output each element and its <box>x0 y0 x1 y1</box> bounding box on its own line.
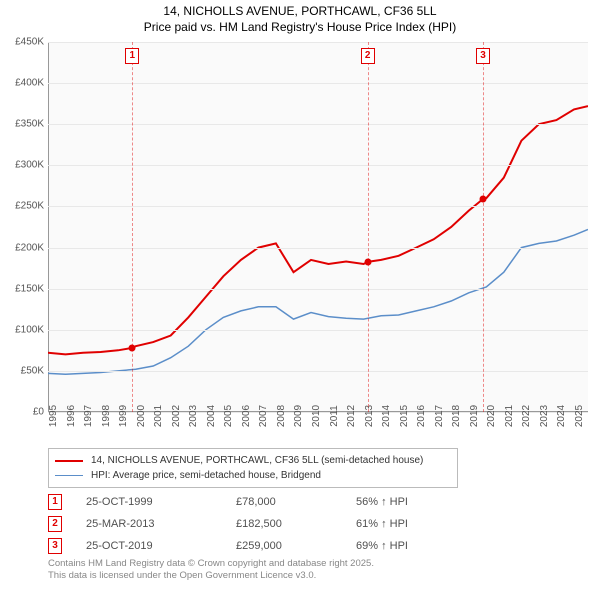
gridline-h <box>48 289 588 290</box>
sales-table: 1 25-OCT-1999 £78,000 56% ↑ HPI 2 25-MAR… <box>48 494 568 560</box>
sale-row: 1 25-OCT-1999 £78,000 56% ↑ HPI <box>48 494 568 510</box>
chart-area: £0£50K£100K£150K£200K£250K£300K£350K£400… <box>48 42 588 412</box>
title-line-2: Price paid vs. HM Land Registry's House … <box>0 20 600 36</box>
x-tick-label: 2017 <box>434 405 445 427</box>
x-tick-label: 2000 <box>136 405 147 427</box>
sale-marker-box: 2 <box>361 48 375 64</box>
sale-dot <box>129 344 136 351</box>
legend-item: HPI: Average price, semi-detached house,… <box>55 468 451 483</box>
y-tick-label: £350K <box>15 119 44 130</box>
sale-marker-icon: 2 <box>48 516 62 532</box>
footer-line-1: Contains HM Land Registry data © Crown c… <box>48 558 568 570</box>
gridline-h <box>48 165 588 166</box>
gridline-h <box>48 330 588 331</box>
sale-row: 2 25-MAR-2013 £182,500 61% ↑ HPI <box>48 516 568 532</box>
y-tick-label: £300K <box>15 160 44 171</box>
x-tick-label: 2025 <box>574 405 585 427</box>
legend-item: 14, NICHOLLS AVENUE, PORTHCAWL, CF36 5LL… <box>55 453 451 468</box>
x-tick-label: 2014 <box>381 405 392 427</box>
gridline-h <box>48 42 588 43</box>
x-tick-label: 2005 <box>223 405 234 427</box>
title-line-1: 14, NICHOLLS AVENUE, PORTHCAWL, CF36 5LL <box>0 4 600 20</box>
sale-marker-box: 3 <box>476 48 490 64</box>
series-line-hpi <box>48 230 588 375</box>
legend-label: 14, NICHOLLS AVENUE, PORTHCAWL, CF36 5LL… <box>91 453 423 468</box>
x-tick-label: 2010 <box>311 405 322 427</box>
legend: 14, NICHOLLS AVENUE, PORTHCAWL, CF36 5LL… <box>48 448 458 488</box>
y-tick-label: £100K <box>15 324 44 335</box>
x-tick-label: 2006 <box>241 405 252 427</box>
x-tick-label: 2001 <box>153 405 164 427</box>
x-tick-label: 1999 <box>118 405 129 427</box>
sale-marker-icon: 3 <box>48 538 62 554</box>
sale-hpi: 61% ↑ HPI <box>356 518 568 530</box>
sale-marker-icon: 1 <box>48 494 62 510</box>
y-tick-label: £150K <box>15 283 44 294</box>
x-tick-label: 2002 <box>171 405 182 427</box>
sale-dot <box>364 258 371 265</box>
y-tick-label: £450K <box>15 37 44 48</box>
x-tick-label: 2024 <box>556 405 567 427</box>
x-tick-label: 2022 <box>521 405 532 427</box>
x-tick-label: 2023 <box>539 405 550 427</box>
x-tick-label: 2007 <box>258 405 269 427</box>
x-tick-label: 2013 <box>364 405 375 427</box>
footer-line-2: This data is licensed under the Open Gov… <box>48 570 568 582</box>
y-tick-label: £50K <box>21 365 44 376</box>
x-tick-label: 2003 <box>188 405 199 427</box>
sale-price: £259,000 <box>236 540 356 552</box>
x-tick-label: 2011 <box>329 405 340 427</box>
sale-date: 25-MAR-2013 <box>86 518 236 530</box>
series-line-price_paid <box>48 106 588 354</box>
y-tick-label: £200K <box>15 242 44 253</box>
chart-lines <box>48 42 588 412</box>
x-tick-label: 2004 <box>206 405 217 427</box>
sale-price: £78,000 <box>236 496 356 508</box>
x-tick-label: 1995 <box>48 405 59 427</box>
sale-marker-line <box>368 42 369 412</box>
y-tick-label: £400K <box>15 78 44 89</box>
gridline-h <box>48 248 588 249</box>
gridline-h <box>48 83 588 84</box>
sale-marker-line <box>132 42 133 412</box>
title-block: 14, NICHOLLS AVENUE, PORTHCAWL, CF36 5LL… <box>0 0 600 37</box>
gridline-h <box>48 124 588 125</box>
legend-swatch <box>55 460 83 462</box>
sale-dot <box>479 196 486 203</box>
gridline-h <box>48 371 588 372</box>
x-tick-label: 2019 <box>469 405 480 427</box>
sale-date: 25-OCT-2019 <box>86 540 236 552</box>
legend-swatch <box>55 475 83 476</box>
x-tick-label: 2015 <box>399 405 410 427</box>
y-tick-label: £0 <box>33 407 44 418</box>
sale-hpi: 69% ↑ HPI <box>356 540 568 552</box>
footer-attribution: Contains HM Land Registry data © Crown c… <box>48 558 568 582</box>
x-tick-label: 1997 <box>83 405 94 427</box>
x-tick-label: 2021 <box>504 405 515 427</box>
x-tick-label: 2016 <box>416 405 427 427</box>
sale-row: 3 25-OCT-2019 £259,000 69% ↑ HPI <box>48 538 568 554</box>
legend-label: HPI: Average price, semi-detached house,… <box>91 468 321 483</box>
y-tick-label: £250K <box>15 201 44 212</box>
x-tick-label: 2009 <box>293 405 304 427</box>
gridline-h <box>48 206 588 207</box>
sale-marker-line <box>483 42 484 412</box>
x-tick-label: 1998 <box>101 405 112 427</box>
sale-price: £182,500 <box>236 518 356 530</box>
x-tick-label: 1996 <box>66 405 77 427</box>
x-tick-label: 2012 <box>346 405 357 427</box>
sale-date: 25-OCT-1999 <box>86 496 236 508</box>
x-tick-label: 2018 <box>451 405 462 427</box>
x-tick-label: 2008 <box>276 405 287 427</box>
chart-container: 14, NICHOLLS AVENUE, PORTHCAWL, CF36 5LL… <box>0 0 600 590</box>
sale-marker-box: 1 <box>125 48 139 64</box>
sale-hpi: 56% ↑ HPI <box>356 496 568 508</box>
x-tick-label: 2020 <box>486 405 497 427</box>
